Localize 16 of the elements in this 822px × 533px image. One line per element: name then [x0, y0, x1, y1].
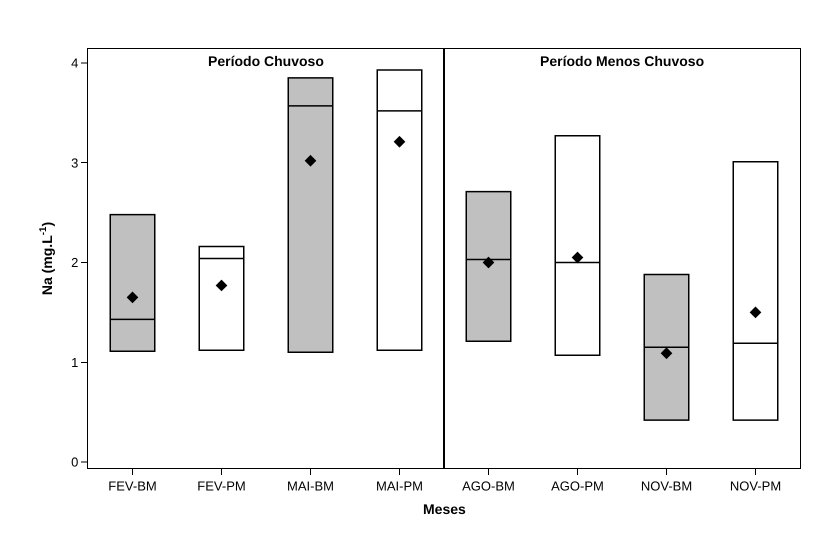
x-tick-label: MAI-PM — [376, 478, 423, 494]
chart-title: Período Menos Chuvoso — [540, 53, 704, 69]
x-tick-label: NOV-BM — [640, 478, 692, 494]
y-tick-label: 1 — [71, 354, 78, 370]
x-axis-title: Meses — [423, 501, 466, 517]
x-tick-label: MAI-BM — [287, 478, 334, 494]
x-tick-label: FEV-BM — [108, 478, 157, 494]
x-tick-label: AGO-BM — [462, 478, 515, 494]
y-tick-label: 0 — [71, 454, 78, 470]
chart-title: Período Chuvoso — [208, 53, 324, 69]
y-tick-label: 4 — [71, 56, 78, 71]
x-tick-label: FEV-PM — [197, 478, 246, 494]
x-tick-label: NOV-PM — [730, 478, 782, 494]
x-tick-label: AGO-PM — [551, 478, 604, 494]
y-tick-label: 3 — [71, 155, 78, 170]
y-tick-label: 2 — [71, 255, 78, 270]
